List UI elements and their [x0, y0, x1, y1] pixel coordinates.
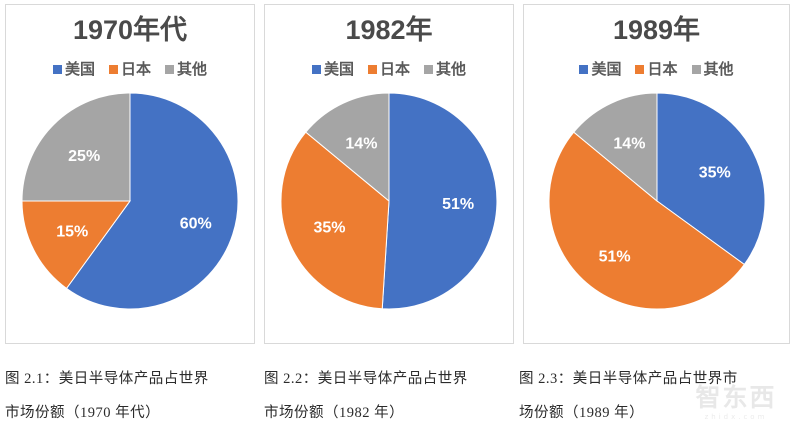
pie-chart-1970s: 60% 15% 25% [18, 89, 242, 313]
chart-legend: 美国 日本 其他 [311, 58, 466, 79]
legend-swatch-japan-icon [367, 65, 377, 74]
chart-legend: 美国 日本 其他 [579, 58, 734, 79]
legend-item-other: 其他 [424, 58, 466, 79]
legend-item-other: 其他 [165, 58, 207, 79]
caption-line-1: 图 2.2：美日半导体产品占世界 [264, 371, 468, 387]
legend-item-us: 美国 [311, 58, 354, 79]
chart-panel-1970s: 1970年代 美国 日本 其他 60% 15% 25% [5, 4, 255, 344]
legend-item-us: 美国 [52, 58, 95, 79]
pie-svg: 51% 35% 14% [280, 92, 498, 310]
legend-swatch-us-icon [579, 65, 589, 74]
legend-label-other: 其他 [177, 61, 208, 78]
chart-title: 1989年 [612, 15, 701, 45]
legend-label-us: 美国 [591, 61, 622, 78]
pie-slice-label-美国: 51% [442, 196, 474, 213]
figure-caption-2: 图 2.2：美日半导体产品占世界 市场份额（1982 年） [264, 352, 519, 434]
legend-label-us: 美国 [64, 61, 95, 78]
pie-slice-日本 [21, 200, 131, 290]
figure-captions-row: 图 2.1：美日半导体产品占世界 市场份额（1970 年代） 图 2.2：美日半… [0, 352, 800, 434]
pie-slice-日本 [548, 131, 745, 310]
caption-line-1: 图 2.3：美日半导体产品占世界市 [519, 371, 738, 387]
figure-caption-1: 图 2.1：美日半导体产品占世界 市场份额（1970 年代） [5, 352, 264, 434]
caption-line-1: 图 2.1：美日半导体产品占世界 [5, 371, 209, 387]
caption-line-2: 场份额（1989 年） [519, 405, 645, 421]
pie-slice-label-日本: 15% [56, 223, 88, 240]
legend-item-japan: 日本 [635, 58, 678, 79]
legend-item-japan: 日本 [367, 58, 410, 79]
caption-line-2: 市场份额（1982 年） [264, 405, 405, 421]
pie-slice-label-美国: 35% [698, 165, 730, 182]
chart-panel-1982: 1982年 美国 日本 其他 51% 35% 14% [264, 4, 514, 344]
legend-label-us: 美国 [323, 61, 354, 78]
legend-item-japan: 日本 [108, 58, 151, 79]
legend-swatch-other-icon [165, 65, 174, 74]
chart-panel-1989: 1989年 美国 日本 其他 35% 51% 14% [523, 4, 790, 344]
pie-svg: 60% 15% 25% [21, 92, 239, 310]
pie-slice-其他 [21, 92, 131, 202]
pie-slice-美国 [381, 92, 498, 310]
legend-swatch-us-icon [52, 65, 62, 74]
legend-label-japan: 日本 [379, 61, 410, 78]
legend-swatch-japan-icon [635, 65, 645, 74]
legend-label-other: 其他 [436, 61, 467, 78]
pie-slice-美国 [65, 92, 239, 310]
pie-slice-label-其他: 14% [613, 135, 645, 152]
legend-label-other: 其他 [703, 61, 734, 78]
legend-swatch-other-icon [424, 65, 433, 74]
legend-swatch-us-icon [311, 65, 321, 74]
pie-slice-label-美国: 60% [180, 215, 212, 232]
pie-slice-label-日本: 35% [314, 220, 346, 237]
pie-slice-label-其他: 14% [345, 135, 377, 152]
pie-chart-1989: 35% 51% 14% [541, 89, 773, 313]
legend-item-other: 其他 [691, 58, 734, 79]
figure-caption-3: 图 2.3：美日半导体产品占世界市 场份额（1989 年） [519, 352, 800, 434]
pie-slice-日本 [280, 131, 390, 310]
pie-slice-其他 [572, 92, 657, 203]
chart-title: 1970年代 [72, 15, 188, 45]
pie-svg: 35% 51% 14% [548, 92, 765, 310]
legend-item-us: 美国 [579, 58, 621, 79]
pie-slice-美国 [656, 92, 765, 266]
pie-slice-label-日本: 51% [598, 249, 630, 266]
legend-swatch-japan-icon [108, 65, 118, 74]
pie-slice-label-其他: 25% [68, 148, 100, 165]
caption-line-2: 市场份额（1970 年代） [5, 405, 161, 421]
pie-slice-其他 [305, 92, 390, 203]
pie-chart-1982: 51% 35% 14% [277, 89, 501, 313]
legend-swatch-other-icon [691, 65, 701, 74]
chart-panels-row: 1970年代 美国 日本 其他 60% 15% 25% [5, 4, 790, 344]
legend-label-japan: 日本 [647, 61, 678, 78]
legend-label-japan: 日本 [120, 61, 151, 78]
chart-title: 1982年 [345, 15, 433, 45]
chart-legend: 美国 日本 其他 [52, 58, 207, 79]
